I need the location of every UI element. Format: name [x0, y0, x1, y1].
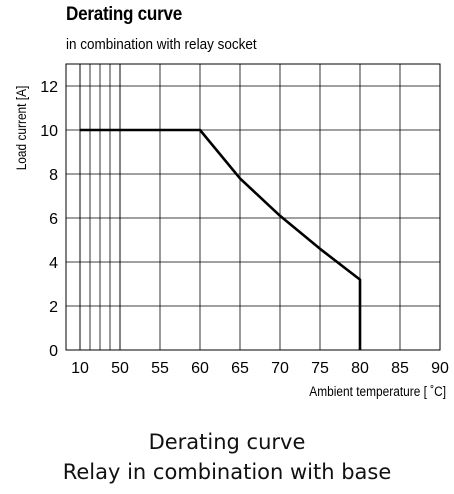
- x-tick-label-55: 55: [151, 360, 169, 377]
- x-tick-label-50: 50: [111, 360, 129, 377]
- y-tick-label-2: 2: [49, 299, 58, 316]
- plot-border: [65, 63, 441, 351]
- y-tick-label-6: 6: [49, 211, 58, 228]
- caption-line-2: Relay in combination with base: [62, 460, 392, 484]
- x-tick-label-80: 80: [351, 360, 369, 377]
- x-tick-label-65: 65: [231, 360, 249, 377]
- caption-line-1: Derating curve: [148, 430, 306, 454]
- x-tick-label-10: 10: [71, 360, 89, 377]
- y-tick-label-12: 12: [40, 79, 58, 96]
- y-axis-label: Load current [A]: [13, 86, 29, 171]
- chart-subtitle: in combination with relay socket: [66, 36, 257, 53]
- x-tick-label-75: 75: [311, 360, 329, 377]
- x-tick-label-60: 60: [191, 360, 209, 377]
- grid-lines: [66, 64, 440, 350]
- derating-curve-line: [80, 128, 362, 350]
- y-tick-label-10: 10: [40, 123, 58, 140]
- chart-title: Derating curve: [66, 4, 182, 25]
- x-tick-label-70: 70: [271, 360, 289, 377]
- y-tick-label-4: 4: [49, 255, 58, 272]
- x-tick-label-85: 85: [391, 360, 409, 377]
- x-tick-label-90: 90: [431, 360, 449, 377]
- y-tick-label-8: 8: [49, 167, 58, 184]
- x-axis-label: Ambient temperature [ ˚C]: [309, 383, 446, 399]
- tick-labels: 10 50 55 60 65 70 75 80 85 90 0 2 4 6 8 10 12: [40, 79, 449, 377]
- y-tick-label-0: 0: [49, 343, 58, 360]
